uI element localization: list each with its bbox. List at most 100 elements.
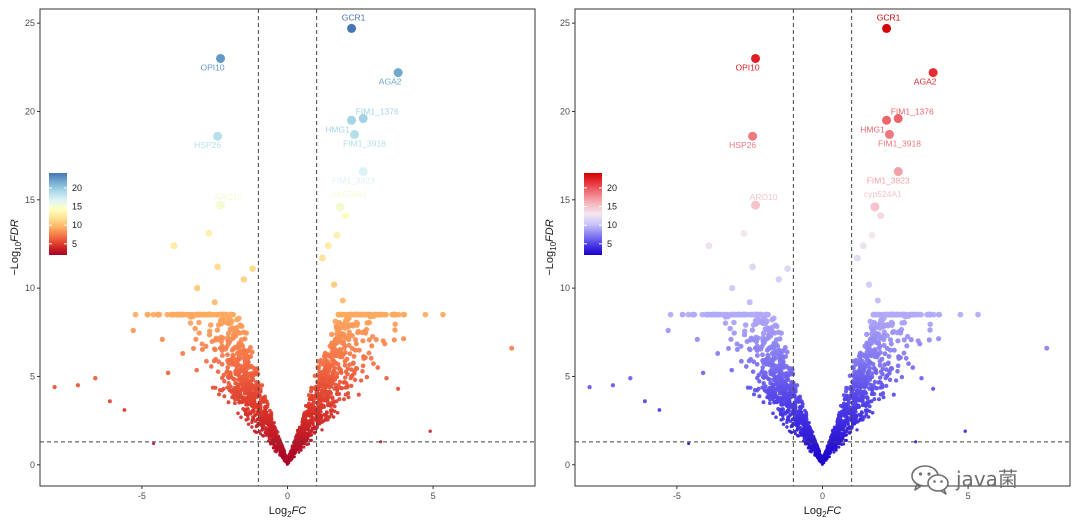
gene-point (297, 450, 301, 454)
gene-point (772, 400, 777, 405)
gene-point (207, 322, 214, 328)
gene-point (853, 396, 858, 401)
gene-point (779, 402, 784, 407)
gene-point (865, 281, 873, 288)
labeled-gene-point (335, 202, 345, 212)
legend-tick-label: 5 (72, 239, 77, 249)
gene-point (803, 418, 807, 423)
gene-point (903, 355, 909, 361)
gene-point (847, 408, 852, 413)
gene-point (802, 430, 806, 434)
gene-point (267, 430, 271, 434)
color-legend: 5 10 15 20 (584, 173, 617, 255)
gene-point (884, 345, 890, 352)
gene-point (231, 333, 237, 340)
gene-point (249, 373, 255, 379)
gene-point (243, 411, 248, 416)
gene-point (863, 408, 868, 413)
gene-point (975, 311, 981, 318)
gene-point (290, 452, 294, 456)
gene-point (362, 330, 369, 336)
gene-point (276, 437, 280, 441)
gene-point (328, 408, 333, 413)
gene-point (759, 369, 765, 374)
gene-point (234, 316, 240, 323)
gene-point (841, 408, 846, 413)
gene-point (199, 341, 205, 347)
gene-point (685, 311, 692, 318)
gene-point (320, 428, 324, 432)
gene-point (875, 333, 882, 339)
gene-point (326, 418, 330, 422)
gene-point (795, 420, 799, 425)
gene-point (170, 242, 178, 250)
legend-tick-label: 5 (607, 239, 612, 249)
gene-point (864, 354, 870, 359)
gene-point (874, 354, 880, 360)
gene-point (801, 423, 806, 428)
gene-point (392, 311, 399, 318)
gene-point (665, 327, 671, 334)
gene-point (122, 408, 127, 412)
gene-point (889, 320, 896, 327)
gene-point (927, 311, 934, 318)
gene-point (788, 371, 794, 377)
gene-point (304, 419, 309, 423)
gene-point (766, 333, 772, 340)
gene-point (373, 337, 379, 343)
gene-point (729, 284, 736, 292)
gene-point (382, 341, 388, 347)
gene-point (224, 369, 230, 374)
gene-point (840, 404, 845, 409)
gene-point (288, 456, 291, 459)
gene-point (344, 356, 350, 362)
gene-label: FIM1_3918 (343, 138, 386, 148)
gene-point (348, 375, 353, 381)
gene-point (807, 429, 811, 433)
gene-point (165, 370, 171, 376)
gene-point (130, 327, 136, 334)
gene-point (320, 384, 325, 389)
gene-label: HMG1 (325, 124, 350, 134)
gene-point (788, 419, 793, 423)
gene-point (878, 392, 883, 397)
gene-point (764, 347, 770, 353)
gene-point (264, 432, 269, 437)
gene-point (587, 384, 592, 390)
gene-point (750, 369, 756, 374)
gene-point (899, 320, 905, 326)
gene-point (823, 456, 826, 459)
gene-point (316, 365, 321, 371)
gene-point (883, 375, 888, 381)
gene-point (780, 387, 785, 392)
gene-point (890, 328, 897, 335)
gene-point (291, 446, 295, 449)
gene-point (325, 395, 330, 399)
gene-point (746, 358, 752, 364)
gene-point (236, 345, 242, 351)
gene-point (237, 373, 242, 379)
gene-point (931, 386, 936, 391)
gene-point (312, 431, 317, 435)
gene-point (339, 386, 344, 391)
gene-point (785, 385, 790, 390)
gene-point (310, 426, 314, 430)
gene-point (384, 376, 389, 381)
gene-point (361, 311, 368, 318)
gene-point (320, 378, 325, 384)
gene-point (342, 212, 350, 220)
gene-point (223, 346, 229, 352)
gene-point (243, 330, 249, 336)
gene-point (848, 411, 853, 416)
gene-point (731, 319, 737, 326)
gene-point (150, 311, 157, 318)
gene-label: GCR1 (877, 12, 901, 22)
gene-point (754, 361, 760, 367)
gene-point (853, 392, 859, 397)
gene-point (93, 376, 98, 381)
gene-point (306, 422, 311, 427)
gene-point (251, 417, 255, 422)
gene-point (343, 375, 348, 380)
plot-frame (39, 8, 536, 487)
gene-point (768, 381, 773, 386)
